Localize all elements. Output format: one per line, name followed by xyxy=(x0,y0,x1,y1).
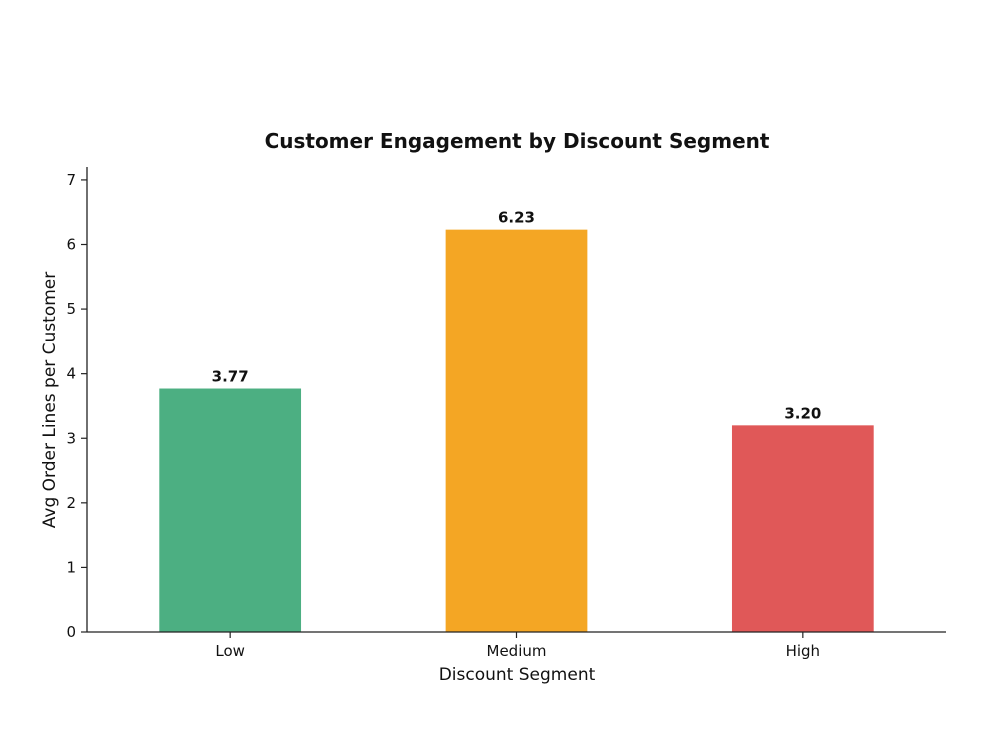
data-label-high: 3.20 xyxy=(784,404,821,422)
y-axis: 0 1 2 3 4 5 6 7 xyxy=(66,171,87,641)
y-tick-label: 3 xyxy=(66,429,76,447)
y-tick-label: 0 xyxy=(66,623,76,641)
data-label-medium: 6.23 xyxy=(498,209,535,227)
x-tick-label: High xyxy=(786,642,820,660)
bar-medium xyxy=(445,229,588,633)
bar-low xyxy=(159,388,302,632)
data-label-low: 3.77 xyxy=(212,368,249,386)
y-tick-label: 1 xyxy=(66,558,76,576)
chart-title: Customer Engagement by Discount Segment xyxy=(265,129,770,153)
y-tick-label: 7 xyxy=(66,171,76,189)
x-tick-label: Medium xyxy=(487,642,547,660)
y-tick-label: 4 xyxy=(66,365,76,383)
y-tick-label: 2 xyxy=(66,494,76,512)
x-axis: Low Medium High xyxy=(215,632,820,660)
y-tick-label: 6 xyxy=(66,236,76,254)
x-tick-label: Low xyxy=(215,642,245,660)
bar-high xyxy=(731,425,874,632)
y-axis-label: Avg Order Lines per Customer xyxy=(40,272,60,529)
x-axis-label: Discount Segment xyxy=(439,665,596,685)
y-tick-label: 5 xyxy=(66,300,76,318)
bars-layer: 3.77 6.23 3.20 xyxy=(159,209,874,633)
